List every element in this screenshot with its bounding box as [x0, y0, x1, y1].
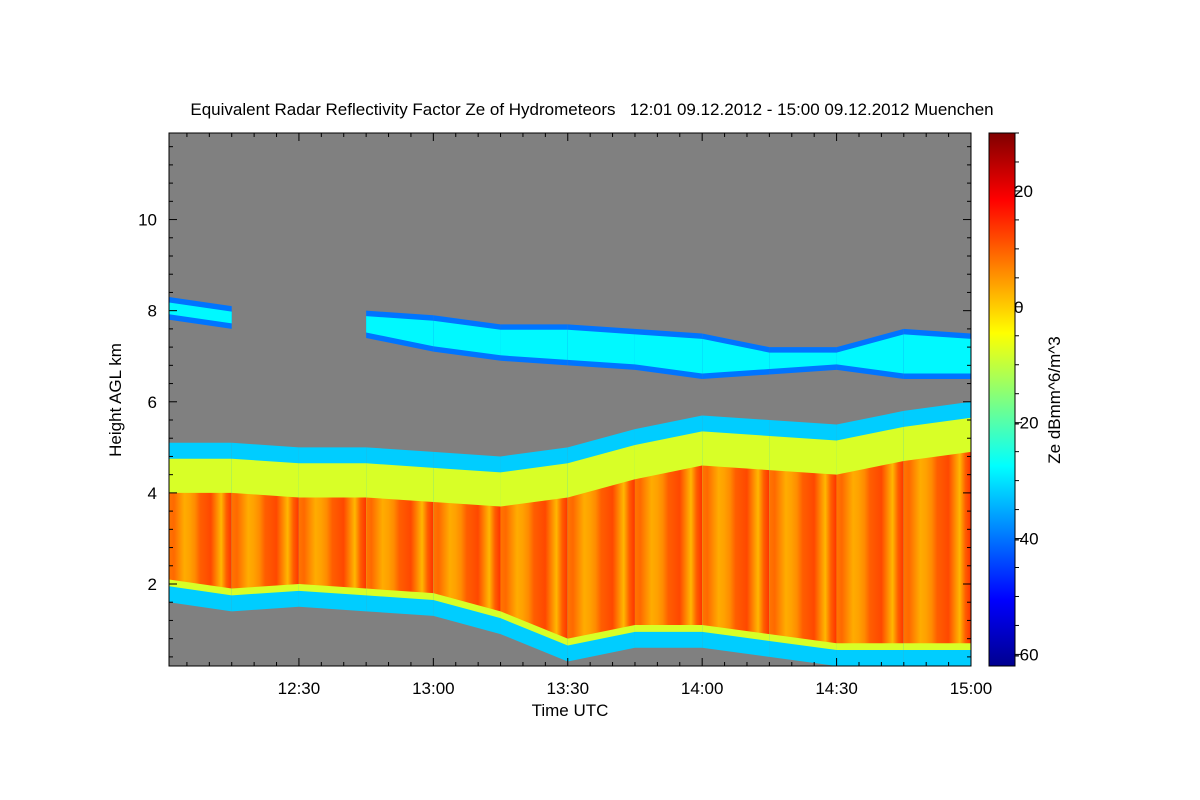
y-axis-title: Height AGL km: [106, 343, 125, 457]
layer-2: [169, 133, 971, 666]
y-tick-label: 4: [148, 484, 157, 503]
x-tick-label: 14:00: [681, 679, 724, 698]
reflectivity-field: [169, 133, 971, 666]
x-tick-label: 14:30: [815, 679, 858, 698]
colorbar-tick-label: 0: [1014, 298, 1023, 317]
colorbar-ticks: 20 0 -20 -40 -60: [1014, 133, 1039, 664]
colorbar-title: Ze dBmm^6/m^3: [1045, 336, 1064, 463]
colorbar-tick-label: -20: [1014, 414, 1039, 433]
colorbar-tick-label: -40: [1014, 530, 1039, 549]
chart-title: Equivalent Radar Reflectivity Factor Ze …: [190, 100, 993, 119]
y-tick-label: 2: [148, 575, 157, 594]
x-tick-label: 13:00: [412, 679, 455, 698]
colorbar-tick-label: -60: [1014, 645, 1039, 664]
colorbar: [989, 133, 1015, 666]
y-tick-label: 10: [138, 211, 157, 230]
y-tick-label: 8: [148, 302, 157, 321]
y-tick-label: 6: [148, 393, 157, 412]
x-tick-label: 15:00: [950, 679, 993, 698]
x-tick-label: 12:30: [278, 679, 321, 698]
x-axis-title: Time UTC: [532, 701, 609, 720]
colorbar-tick-label: 20: [1014, 182, 1033, 201]
x-tick-label: 13:30: [546, 679, 589, 698]
